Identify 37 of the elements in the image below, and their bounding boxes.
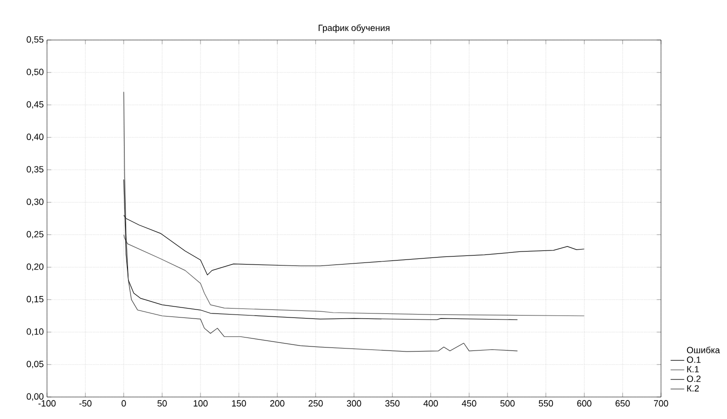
x-tick-label: 200 xyxy=(270,400,284,407)
legend-label: О.1 xyxy=(686,356,701,363)
legend-label: К.1 xyxy=(687,366,699,372)
y-tick-label: 0,15 xyxy=(26,296,44,304)
y-tick-label: 0,25 xyxy=(26,231,44,238)
chart-title: График обучения xyxy=(318,24,390,33)
y-tick-label: 0,35 xyxy=(26,166,44,174)
y-tick-label: 0,45 xyxy=(26,101,44,109)
y-tick-label: 0,05 xyxy=(26,360,44,368)
legend-label: О.2 xyxy=(686,376,701,382)
y-tick-label: 0,40 xyxy=(26,134,44,142)
x-tick-label: 0 xyxy=(122,400,126,407)
x-tick-label: 550 xyxy=(538,400,554,407)
x-tick-label: 300 xyxy=(346,400,362,407)
y-tick-label: 0,55 xyxy=(26,36,44,44)
legend-label: К.2 xyxy=(687,385,699,392)
line-series xyxy=(123,234,585,316)
x-tick-label: -50 xyxy=(79,400,92,407)
x-tick-label: 250 xyxy=(308,400,323,407)
y-tick-label: 0,30 xyxy=(26,198,44,206)
x-tick-label: 400 xyxy=(423,400,438,407)
y-tick-label: 0,20 xyxy=(26,263,44,271)
x-tick-label: -100 xyxy=(38,400,56,407)
x-tick-label: 50 xyxy=(158,400,167,407)
y-tick-label: 0,50 xyxy=(26,68,44,76)
x-tick-label: 350 xyxy=(385,400,400,407)
line-series xyxy=(123,92,518,352)
x-tick-label: 150 xyxy=(232,400,246,407)
x-tick-label: 100 xyxy=(194,400,208,407)
x-tick-label: 700 xyxy=(654,400,668,407)
legend-title: Ошибка xyxy=(686,346,720,354)
x-tick-label: 600 xyxy=(577,400,592,407)
x-tick-label: 650 xyxy=(616,400,630,407)
x-tick-label: 450 xyxy=(462,400,476,407)
y-tick-label: 0,00 xyxy=(26,393,44,401)
x-tick-label: 500 xyxy=(500,400,515,407)
y-tick-label: 0,10 xyxy=(26,328,44,336)
